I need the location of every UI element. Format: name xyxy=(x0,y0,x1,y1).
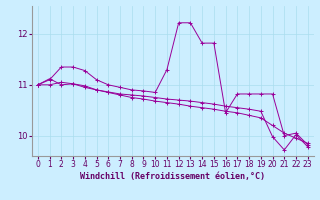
X-axis label: Windchill (Refroidissement éolien,°C): Windchill (Refroidissement éolien,°C) xyxy=(80,172,265,181)
